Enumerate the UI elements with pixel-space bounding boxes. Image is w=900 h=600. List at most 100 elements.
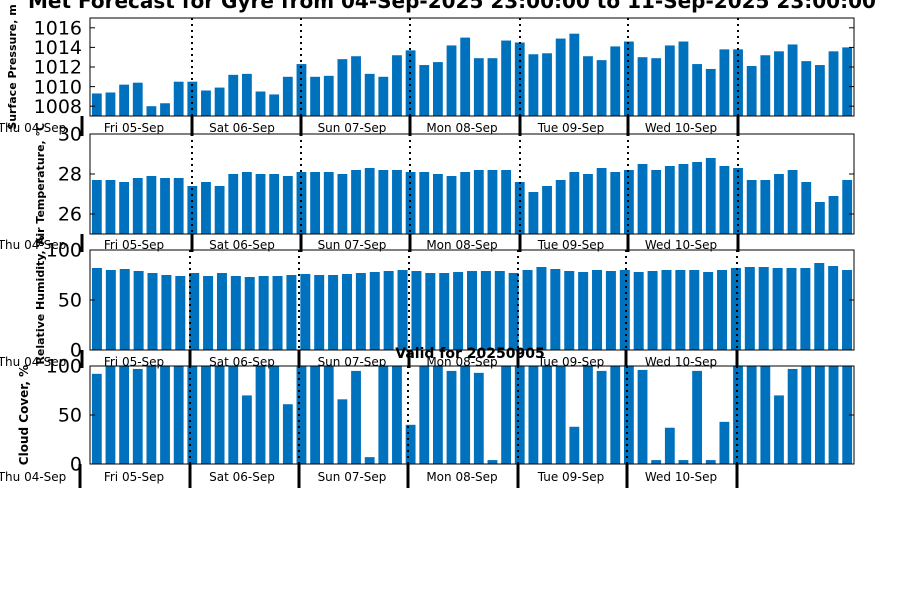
bar xyxy=(678,41,689,116)
bar xyxy=(605,271,616,350)
bar xyxy=(173,81,184,116)
bar xyxy=(774,51,784,116)
y-axis-label: Cloud Cover, % xyxy=(17,365,31,465)
bar xyxy=(378,366,389,464)
day-label: Thu 04-Sep xyxy=(0,355,66,369)
bar xyxy=(323,172,334,234)
bar xyxy=(473,58,484,116)
y-tick-label: 100 xyxy=(46,240,82,262)
bar xyxy=(678,460,689,464)
bar xyxy=(675,270,686,350)
y-axis-label: Surface Pressure, m xyxy=(6,4,19,129)
bar xyxy=(161,275,172,350)
bar xyxy=(787,170,798,234)
bar xyxy=(203,276,214,350)
bar xyxy=(664,45,675,116)
bar xyxy=(355,273,366,350)
bar xyxy=(705,460,716,464)
bar xyxy=(119,182,130,234)
bar xyxy=(392,170,402,234)
bar xyxy=(392,55,402,116)
bar xyxy=(760,55,771,116)
bar xyxy=(228,74,239,116)
y-tick-label: 1016 xyxy=(34,17,82,39)
bar xyxy=(405,50,416,117)
bar xyxy=(310,366,321,464)
bar xyxy=(241,73,252,116)
bar xyxy=(119,269,130,350)
bar xyxy=(351,170,361,234)
bar xyxy=(746,66,757,116)
bar xyxy=(228,174,239,234)
bar xyxy=(187,186,198,234)
bar xyxy=(286,275,297,350)
bar xyxy=(689,270,700,350)
bar xyxy=(610,366,621,464)
day-label: Sat 06-Sep xyxy=(209,470,275,484)
bar xyxy=(364,457,375,464)
day-label: Wed 10-Sep xyxy=(645,238,717,252)
bar xyxy=(730,268,741,350)
bar xyxy=(241,172,252,234)
bar xyxy=(814,65,825,116)
bar xyxy=(133,271,144,350)
bar xyxy=(678,164,689,234)
bar xyxy=(842,180,853,234)
bar xyxy=(542,53,552,116)
day-label: Thu 04-Sep xyxy=(0,470,66,484)
bar xyxy=(550,269,561,350)
bar xyxy=(160,366,170,464)
bar xyxy=(337,399,348,464)
bar xyxy=(774,395,784,464)
bar xyxy=(564,271,575,350)
bar xyxy=(310,76,321,116)
y-tick-label: 28 xyxy=(58,164,82,186)
bar xyxy=(425,273,436,350)
bar xyxy=(842,270,853,350)
bar xyxy=(637,164,648,234)
day-label: Sat 06-Sep xyxy=(209,238,275,252)
bar xyxy=(528,192,539,234)
bar xyxy=(592,270,603,350)
bar xyxy=(619,270,630,350)
y-tick-label: 1008 xyxy=(34,96,82,118)
bar xyxy=(705,158,716,234)
bar xyxy=(746,180,757,234)
bar xyxy=(432,366,443,464)
bar xyxy=(487,460,498,464)
y-tick-label: 100 xyxy=(46,356,82,378)
bar xyxy=(514,366,525,464)
bar xyxy=(214,87,225,116)
bar xyxy=(717,270,728,350)
bar xyxy=(419,366,430,464)
bar xyxy=(508,273,519,350)
bar xyxy=(467,271,477,350)
bar xyxy=(664,166,675,234)
bar xyxy=(282,76,293,116)
bar xyxy=(814,366,825,464)
y-axis-label: Air Temperature, °C xyxy=(34,123,47,245)
bar xyxy=(132,178,143,234)
bar xyxy=(187,81,198,116)
bar xyxy=(160,178,170,234)
bar xyxy=(522,270,533,350)
day-label: Wed 10-Sep xyxy=(645,470,717,484)
y-tick-label: 26 xyxy=(58,204,82,226)
bar xyxy=(300,274,311,350)
day-label: Thu 04-Sep xyxy=(0,121,66,135)
bar xyxy=(828,196,839,234)
bar xyxy=(173,366,184,464)
bar xyxy=(364,168,375,234)
bar xyxy=(383,271,394,350)
bar xyxy=(596,60,607,116)
bar xyxy=(175,276,186,350)
bar xyxy=(201,90,211,116)
panel-title: Valid for 20250905 xyxy=(395,346,544,362)
day-label: Tue 09-Sep xyxy=(537,238,605,252)
bar xyxy=(405,424,416,464)
bar xyxy=(228,366,239,464)
bar xyxy=(187,366,198,464)
